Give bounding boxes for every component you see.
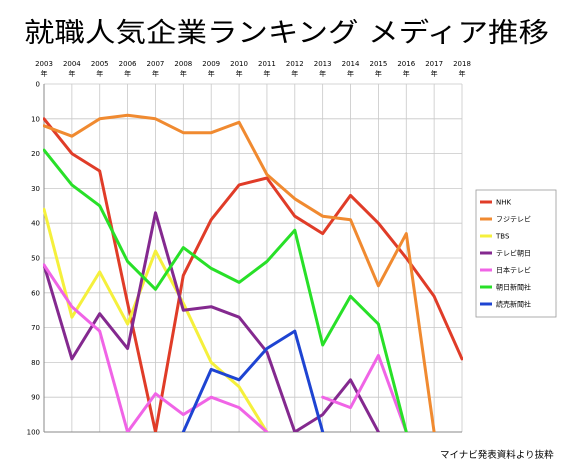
y-tick-label: 70 [31,324,40,332]
y-axis-ticks: 0 10 20 30 40 50 60 70 80 90 100 [27,81,40,437]
y-tick-label: 60 [31,289,40,297]
series-5 [43,148,408,432]
series-line [321,353,408,432]
series-line [43,263,269,432]
series-line [43,207,269,432]
series-1 [43,113,436,432]
x-tick-suffix: 年 [431,69,438,78]
x-tick-label: 2015 [369,60,387,68]
x-tick-label: 2013 [314,60,332,68]
series-3 [43,211,380,432]
x-tick-suffix: 年 [403,69,410,78]
x-axis-ticks: 2003年2004年2005年2006年2007年2008年2009年2010年… [35,60,471,78]
x-tick-label: 2006 [119,60,137,68]
x-tick-suffix: 年 [347,69,354,78]
y-tick-label: 80 [31,359,40,367]
legend-label: テレビ朝日 [496,249,531,258]
x-tick-suffix: 年 [41,69,48,78]
y-tick-label: 100 [27,429,40,437]
x-tick-suffix: 年 [291,69,298,78]
y-tick-label: 0 [36,81,40,89]
legend-label: 日本テレビ [496,266,531,275]
x-tick-label: 2014 [342,60,360,68]
series-line [43,117,463,432]
legend-label: 読売新聞社 [496,300,531,309]
series-line [43,148,408,432]
x-tick-suffix: 年 [459,69,466,78]
x-tick-suffix: 年 [96,69,103,78]
series-6 [181,329,325,432]
x-tick-label: 2017 [425,60,443,68]
x-tick-suffix: 年 [375,69,382,78]
legend-label: 朝日新聞社 [496,283,531,292]
x-tick-label: 2004 [63,60,81,68]
x-tick-label: 2010 [230,60,248,68]
x-tick-suffix: 年 [263,69,270,78]
x-tick-suffix: 年 [208,69,215,78]
source-note: マイナビ発表資料より抜粋 [440,449,554,461]
x-tick-suffix: 年 [152,69,159,78]
x-tick-suffix: 年 [124,69,131,78]
series-lines [43,113,463,432]
x-tick-suffix: 年 [180,69,187,78]
y-tick-label: 50 [31,255,40,263]
series-0 [43,117,463,432]
x-tick-label: 2016 [397,60,415,68]
y-tick-label: 30 [31,185,40,193]
y-tick-label: 40 [31,220,40,228]
x-tick-suffix: 年 [68,69,75,78]
legend-label: TBS [495,233,510,241]
x-tick-label: 2003 [35,60,53,68]
x-tick-label: 2018 [453,60,471,68]
legend-label: NHK [496,199,512,207]
series-line [43,113,436,432]
legend-label: フジテレビ [496,215,531,224]
series-2 [43,207,269,432]
x-tick-label: 2008 [174,60,192,68]
y-tick-label: 90 [31,394,40,402]
x-tick-label: 2005 [91,60,109,68]
gridlines [43,83,463,433]
y-tick-label: 10 [31,115,40,123]
y-tick-label: 20 [31,150,40,158]
x-tick-label: 2012 [286,60,304,68]
x-tick-label: 2011 [258,60,276,68]
series-line [43,211,380,432]
chart-title: 就職人気企業ランキング メディア推移 [24,18,549,49]
series-4 [43,263,408,432]
x-tick-suffix: 年 [319,69,326,78]
x-tick-label: 2007 [147,60,165,68]
x-tick-suffix: 年 [236,69,243,78]
series-line [181,329,325,432]
x-tick-label: 2009 [202,60,220,68]
